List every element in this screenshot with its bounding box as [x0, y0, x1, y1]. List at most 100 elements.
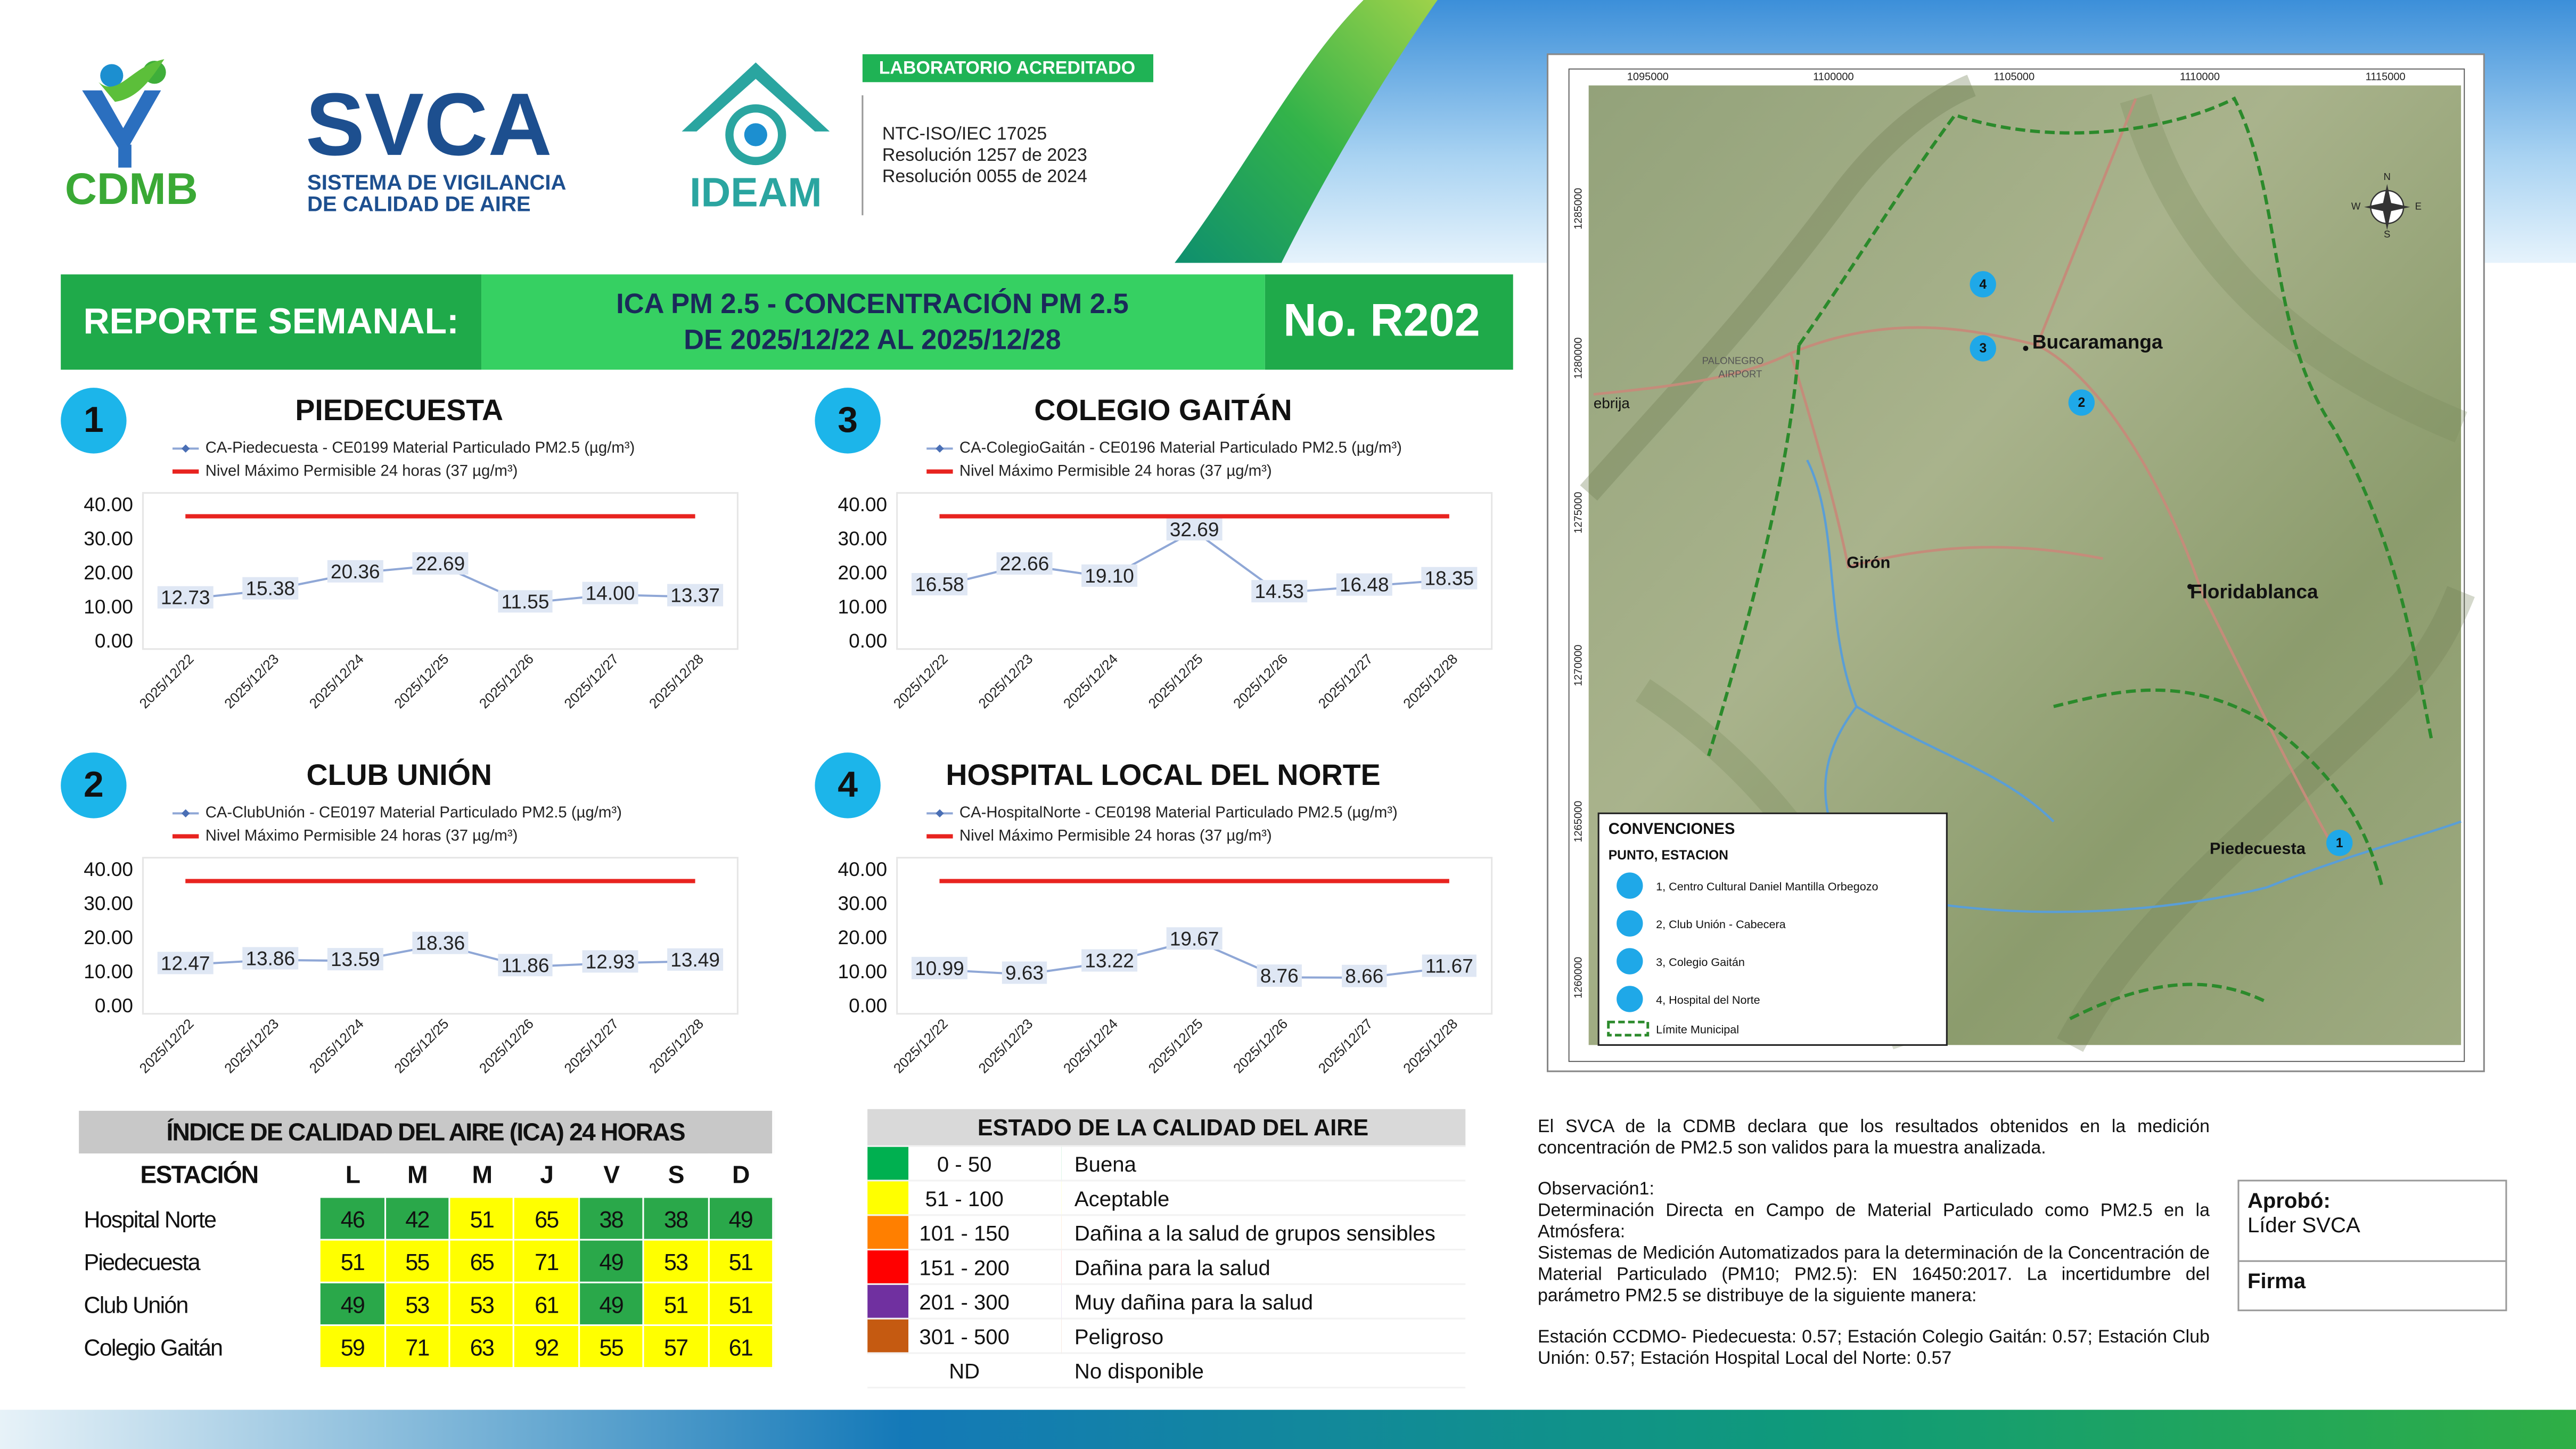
column-header: L	[319, 1153, 386, 1198]
data-label: 13.49	[670, 948, 720, 971]
ica-value: 53	[642, 1239, 709, 1283]
y-tick-label: 0.00	[849, 994, 887, 1017]
ideam-logo: IDEAM	[682, 62, 830, 216]
map-legend-item: 1, Centro Cultural Daniel Mantilla Orbeg…	[1656, 880, 1878, 893]
data-label-bg	[242, 577, 299, 600]
x-tick-label: 2025/12/23	[221, 1016, 282, 1076]
x-tick-label: 2025/12/26	[1230, 1016, 1291, 1076]
quality-range: 301 - 500	[867, 1319, 1062, 1354]
report-number: No. R202	[1283, 295, 1480, 346]
map-x-coordinate: 1110000	[2180, 71, 2220, 83]
note: Determinación Directa en Campo de Materi…	[1538, 1201, 2210, 1242]
banner-title: ICA PM 2.5 - CONCENTRACIÓN PM 2.5	[616, 289, 1128, 320]
header-row: ESTACIÓN L M M J V S D	[77, 1153, 774, 1198]
data-label: 20.36	[331, 560, 380, 583]
x-tick-label: 2025/12/22	[890, 1016, 951, 1076]
ica-value: 51	[448, 1196, 515, 1241]
plot-area	[896, 492, 1493, 650]
chart-title: HOSPITAL LOCAL DEL NORTE	[946, 758, 1380, 791]
map-legend-box	[1597, 812, 1948, 1046]
quality-row: 0 - 50 Buena	[867, 1146, 1466, 1182]
ica-value: 92	[513, 1324, 580, 1369]
chart-badge	[815, 388, 881, 454]
ica-value: 51	[319, 1239, 386, 1283]
data-label-bg	[327, 560, 383, 583]
data-label: 14.00	[586, 582, 635, 604]
approval-label: Aprobó:	[2247, 1188, 2331, 1213]
map-legend-item: 3, Colegio Gaitán	[1656, 955, 1745, 969]
svca-text: SVCA	[306, 75, 552, 174]
map-legend-marker	[1617, 872, 1643, 899]
approval-top: Aprobó: Líder SVCA	[2239, 1181, 2506, 1262]
legend-marker	[936, 444, 944, 453]
compass-letter: E	[2415, 201, 2422, 212]
y-tick-label: 20.00	[84, 926, 133, 948]
data-label-bg	[412, 552, 469, 575]
plot-area	[896, 857, 1493, 1015]
x-tick-label: 2025/12/22	[136, 1016, 197, 1076]
ica-value: 71	[513, 1239, 580, 1283]
ica-value: 51	[642, 1281, 709, 1326]
x-tick-label: 2025/12/24	[306, 651, 367, 711]
compass-letter: W	[2351, 201, 2361, 212]
data-label-bg	[1342, 964, 1387, 987]
station-marker	[2068, 389, 2095, 416]
x-tick-label: 2025/12/27	[561, 1016, 622, 1076]
station-row: Piedecuesta 51 55 65 71 49 53 51	[77, 1239, 774, 1283]
map-roads	[1593, 98, 2334, 847]
map-x-coordinate: 1095000	[1627, 71, 1669, 83]
chart-badge	[61, 752, 127, 818]
banner-title: DE 2025/12/22 AL 2025/12/28	[684, 325, 1061, 356]
data-label: 11.86	[502, 954, 549, 976]
x-tick-label: 2025/12/25	[1145, 1016, 1206, 1076]
legend-marker	[181, 809, 190, 818]
quality-range: 0 - 50	[867, 1146, 1062, 1182]
x-tick-label: 2025/12/23	[975, 1016, 1036, 1076]
ica-table: ÍNDICE DE CALIDAD DEL AIRE (ICA) 24 HORA…	[77, 1109, 774, 1369]
approval-box: Aprobó: Líder SVCA Firma	[2237, 1180, 2507, 1312]
data-label: 13.37	[670, 584, 720, 607]
ica-value: 49	[578, 1239, 645, 1283]
x-tick-label: 2025/12/28	[646, 651, 707, 711]
data-label: 18.35	[1425, 567, 1474, 590]
accreditation-line: Resolución 0055 de 2024	[882, 166, 1087, 186]
data-label: 19.67	[1170, 927, 1219, 949]
chart-badge-number: 1	[84, 400, 104, 440]
y-tick-label: 20.00	[84, 561, 133, 584]
chart-badge-number: 3	[838, 400, 858, 440]
quality-row: 301 - 500 Peligroso	[867, 1319, 1466, 1354]
legend-label: CA-ClubUnión - CE0197 Material Particula…	[206, 804, 622, 821]
x-tick-label: 2025/12/23	[975, 651, 1036, 711]
chart-title: COLEGIO GAITÁN	[1034, 394, 1292, 427]
ica-value: 49	[319, 1281, 386, 1326]
map-neatline	[1568, 68, 2465, 1062]
x-tick-label: 2025/12/23	[221, 651, 282, 711]
boundary-swatch	[1607, 1020, 1650, 1037]
quality-label: Dañina a la salud de grupos sensibles	[1061, 1215, 1466, 1251]
city-dot	[2023, 346, 2029, 351]
x-tick-label: 2025/12/28	[1400, 651, 1461, 711]
data-label-bg	[1422, 954, 1476, 977]
data-label: 32.69	[1170, 518, 1219, 541]
signature-label: Firma	[2247, 1268, 2306, 1294]
data-label: 18.36	[416, 932, 465, 954]
station-number: 3	[1979, 341, 1987, 356]
ideam-text: IDEAM	[690, 170, 822, 216]
map-legend-title: CONVENCIONES	[1609, 820, 1735, 838]
x-tick-label: 2025/12/24	[1060, 1016, 1121, 1076]
x-tick-label: 2025/12/26	[476, 651, 537, 711]
data-label-bg	[498, 954, 553, 977]
map-x-coordinate: 1100000	[1813, 71, 1854, 83]
data-label-bg	[582, 950, 638, 973]
y-tick-label: 20.00	[838, 561, 888, 584]
station-marker	[2326, 830, 2353, 856]
data-label-bg	[1251, 580, 1308, 603]
map-x-coordinate: 1105000	[1994, 71, 2035, 83]
data-label: 22.69	[416, 552, 465, 575]
data-label: 16.48	[1340, 574, 1389, 596]
city-dot	[2187, 584, 2193, 590]
x-tick-label: 2025/12/25	[1145, 651, 1206, 711]
data-label: 13.59	[331, 948, 380, 970]
